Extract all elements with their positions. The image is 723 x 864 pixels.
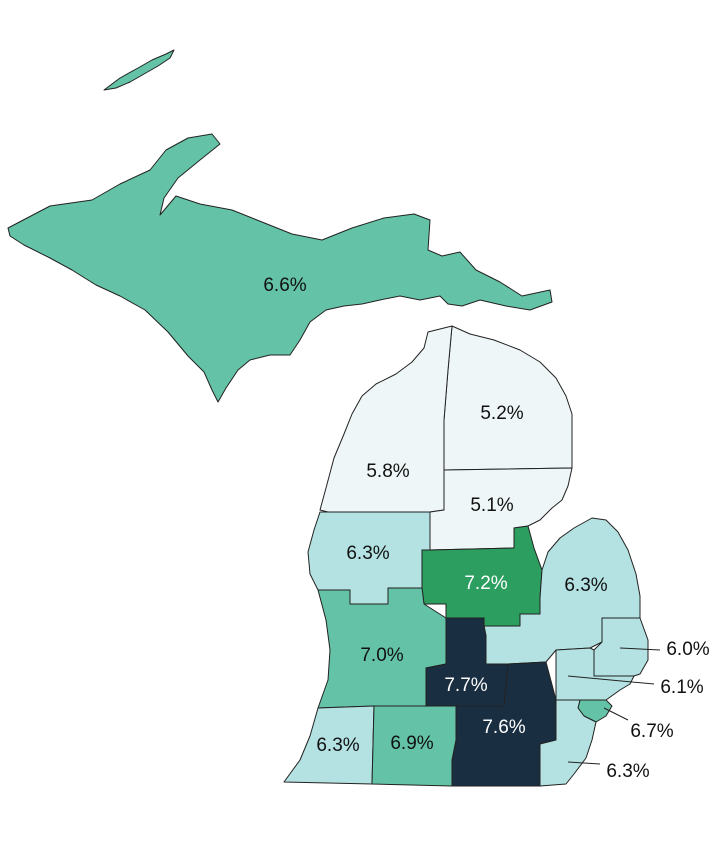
label-central: 7.7% xyxy=(444,675,487,696)
label-south-central: 7.6% xyxy=(482,717,525,738)
label-southwest: 6.3% xyxy=(316,735,359,756)
label-southeast-monroe: 6.3% xyxy=(606,761,649,782)
region-south-kalamazoo[interactable] xyxy=(371,705,457,787)
region-northeast[interactable] xyxy=(443,325,573,471)
label-northeast-central: 5.1% xyxy=(470,495,513,516)
leader-line-6-7 xyxy=(603,707,629,721)
label-thumb: 6.3% xyxy=(564,575,607,596)
label-southeast-wayne: 6.1% xyxy=(660,677,703,698)
leader-line-6-1 xyxy=(567,675,655,685)
leader-line-6-0 xyxy=(619,647,661,651)
region-northwest[interactable] xyxy=(319,325,453,513)
leader-line-6-3-se xyxy=(567,761,601,765)
label-west-central: 6.3% xyxy=(346,543,389,564)
region-upper-peninsula[interactable] xyxy=(7,133,553,403)
region-southeast-oakland[interactable] xyxy=(593,617,649,677)
label-upper-peninsula: 6.6% xyxy=(263,275,306,296)
label-southeast-oakland: 6.0% xyxy=(666,639,709,660)
label-northwest: 5.8% xyxy=(366,461,409,482)
region-southeast-monroe[interactable] xyxy=(539,699,597,787)
label-south-kalamazoo: 6.9% xyxy=(390,733,433,754)
label-east-central: 7.2% xyxy=(464,573,507,594)
region-isle-royale xyxy=(103,49,175,91)
region-south-central[interactable] xyxy=(451,661,557,787)
label-west-michigan: 7.0% xyxy=(360,645,403,666)
label-southeast-detroit: 6.7% xyxy=(630,721,673,742)
label-northeast: 5.2% xyxy=(480,403,523,424)
